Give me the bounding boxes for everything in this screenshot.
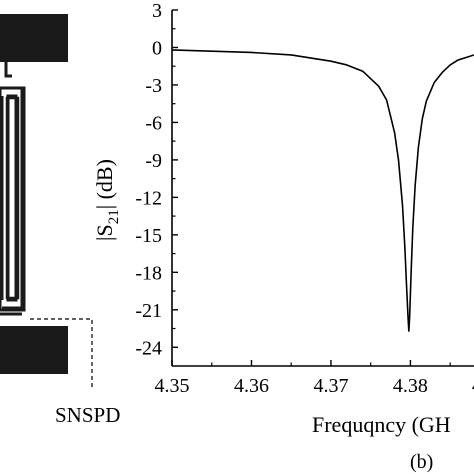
chart-titles: Frequqncy (GH |S21| (dB)	[92, 159, 451, 437]
chart-axes	[171, 10, 474, 367]
y-tick-label: -3	[145, 75, 162, 97]
y-tick-label: -6	[145, 112, 162, 134]
y-tick-label: -12	[135, 187, 162, 209]
s21-series-line	[171, 49, 474, 332]
top-feed-line	[4, 62, 12, 78]
top-pad	[0, 14, 68, 62]
y-axis-title-main: |S	[92, 224, 117, 241]
meander-inner	[5, 96, 20, 300]
y-tick-label: 0	[152, 37, 162, 59]
x-axis-title: Frequqncy (GH	[312, 412, 451, 437]
bottom-pad	[0, 326, 68, 374]
chart-series	[171, 49, 474, 332]
x-tick-label: 4.35	[155, 375, 190, 397]
device-layout-drawing: SNSPD	[0, 14, 120, 427]
x-tick-label: 4.36	[234, 375, 269, 397]
y-tick-label: -18	[135, 262, 162, 284]
panel-label: (b)	[410, 451, 433, 473]
y-axis-title: |S21| (dB)	[92, 159, 122, 241]
x-tick-label: 4.38	[393, 375, 428, 397]
x-tick-label: 4.37	[313, 375, 348, 397]
y-axis-title-tail: | (dB)	[92, 159, 117, 209]
x-tick-label: 4.3	[472, 375, 474, 397]
y-tick-label: -15	[135, 225, 162, 247]
y-tick-label: 3	[152, 0, 162, 22]
y-axis-title-subscript: 21	[106, 209, 122, 224]
s21-chart: 3 0 -3 -6 -9 -12 -15 -18 -21 -24 4.35 4.36 4.37 4.38 4…	[92, 0, 474, 437]
snspd-label: SNSPD	[55, 403, 120, 427]
meander-outer	[0, 86, 26, 312]
y-tick-label: -9	[145, 150, 162, 172]
y-tick-label: -21	[135, 300, 162, 322]
chart-ticks: 3 0 -3 -6 -9 -12 -15 -18 -21 -24 4.35 4.36 4.37 4.38 4…	[135, 0, 474, 397]
y-tick-label: -24	[135, 337, 162, 359]
